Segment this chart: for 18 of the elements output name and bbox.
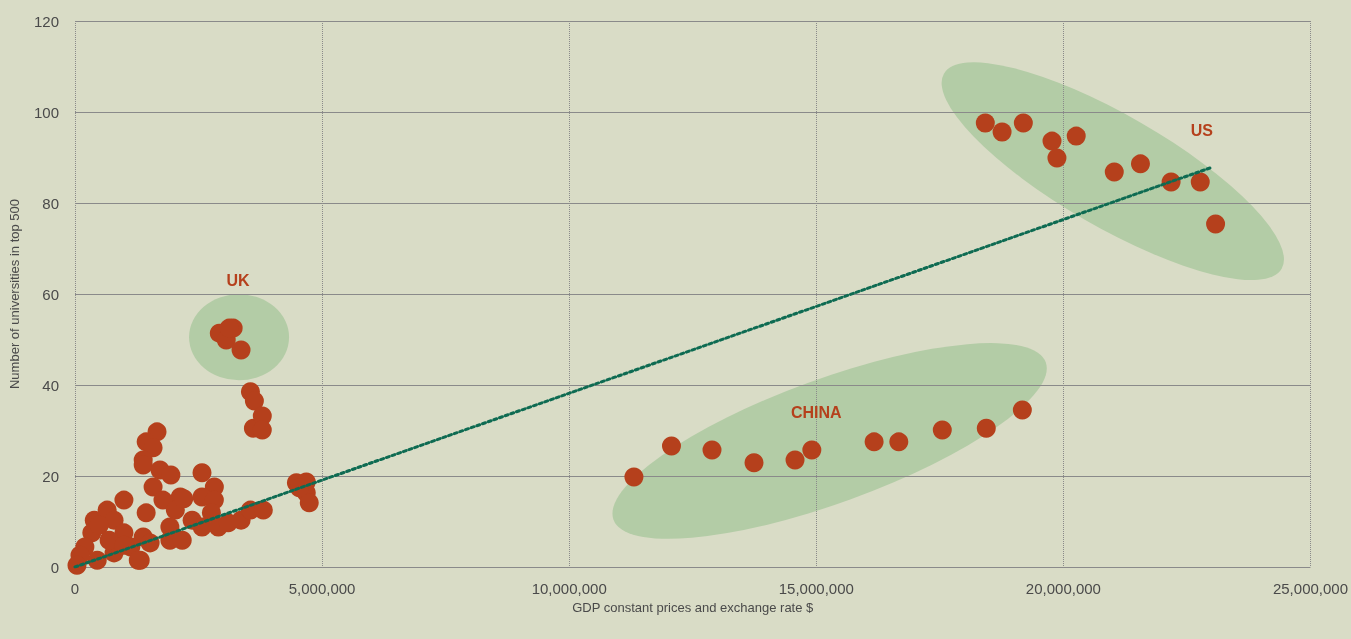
y-tick-label: 120 xyxy=(33,12,59,30)
y-tick-label: 80 xyxy=(42,194,59,212)
x-tick-label: 20,000,000 xyxy=(1025,580,1101,597)
y-tick-label: 60 xyxy=(42,285,59,303)
x-tick-label: 0 xyxy=(70,580,80,597)
y-tick-label: 0 xyxy=(50,558,59,576)
x-tick-label: 15,000,000 xyxy=(778,580,854,597)
annotation: CHINA xyxy=(790,403,843,421)
y-tick-label: 20 xyxy=(42,467,59,485)
y-tick-label: 100 xyxy=(33,103,59,121)
annotation: UK xyxy=(226,271,251,289)
annotation: US xyxy=(1190,121,1214,139)
x-axis-title: GDP constant prices and exchange rate $ xyxy=(572,599,815,615)
x-tick-label: 10,000,000 xyxy=(531,580,607,597)
x-tick-label: 5,000,000 xyxy=(288,580,356,597)
x-tick-label: 25,000,000 xyxy=(1272,580,1348,597)
y-axis-title: Number of universities in top 500 xyxy=(7,198,22,390)
y-tick-label: 40 xyxy=(42,376,59,394)
